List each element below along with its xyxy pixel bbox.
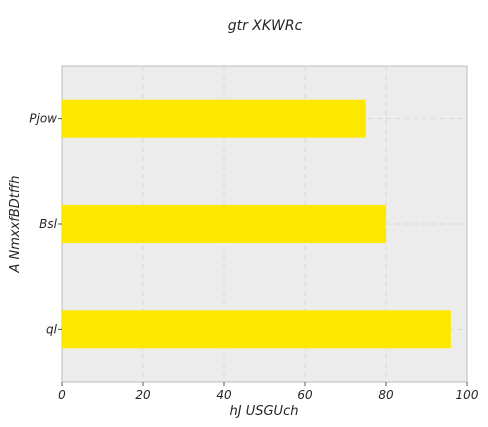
y-axis-ticks: Pjow Bsl ql [29,112,62,336]
x-tick-label: 20 [135,388,151,402]
x-tick-label: 60 [297,388,313,402]
x-tick-label: 100 [456,388,479,402]
bars [62,99,451,349]
bar-pjow [62,99,366,138]
x-tick-label: 80 [378,388,394,402]
x-tick-label: 40 [216,388,232,402]
bar-bsl [62,205,386,243]
y-tick-label: Pjow [29,112,57,126]
x-axis-label: hJ USGUch [230,404,299,419]
y-axis-label: A NmxxfBDtffh [8,175,23,273]
x-tick-label: 0 [58,388,66,402]
y-tick-label: ql [46,322,58,336]
bar-ql [62,310,451,349]
y-tick-label: Bsl [39,217,57,231]
chart-title: gtr XKWRc [228,18,303,34]
x-axis-ticks: 0 20 40 60 80 100 [58,382,479,402]
